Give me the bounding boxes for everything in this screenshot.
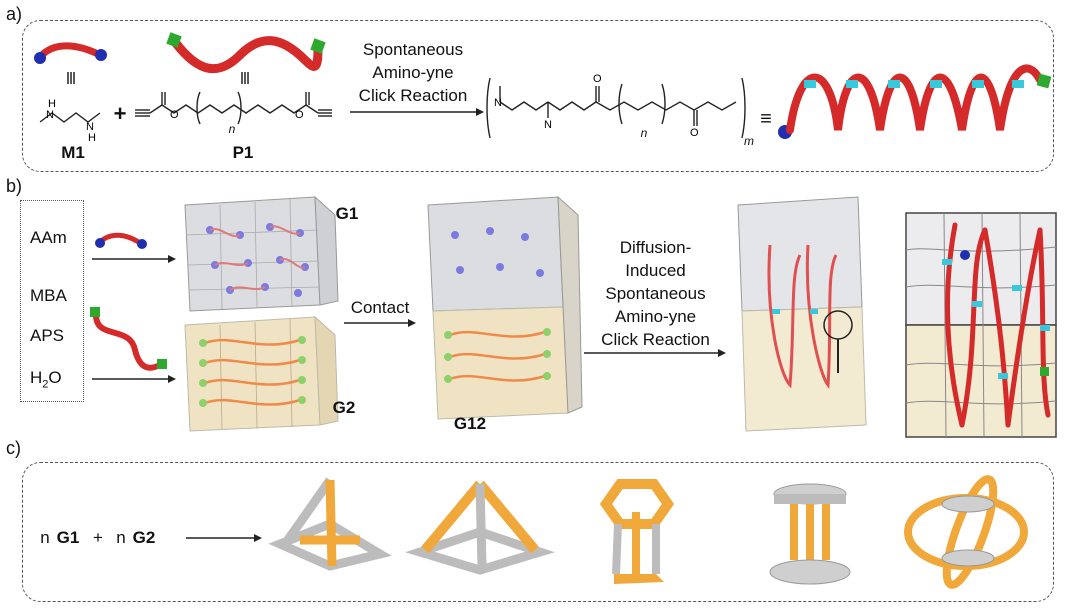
- svg-text:H: H: [48, 98, 56, 110]
- product-structure: [486, 77, 746, 139]
- svg-text:N: N: [494, 97, 502, 109]
- panel-a-frame: [22, 20, 1054, 172]
- m-subscript-product: m: [744, 134, 754, 148]
- m1-structure: [39, 112, 101, 123]
- reagent-aam: AAm: [30, 228, 67, 247]
- p1-small-icon: [90, 307, 167, 371]
- svg-text:N: N: [544, 119, 552, 131]
- p1-icon: [166, 32, 326, 74]
- m1-label: M1: [61, 143, 85, 162]
- svg-text:N: N: [86, 121, 94, 133]
- g1-label: G1: [335, 204, 359, 223]
- equation-g2: G2: [132, 528, 156, 547]
- reagent-mba: MBA: [30, 286, 67, 305]
- panel-c-frame: [22, 462, 1054, 602]
- diffusion-label-line1: Diffusion-: [619, 238, 692, 257]
- panel-label-a: a): [6, 4, 23, 24]
- m1-small-icon: [95, 232, 147, 249]
- svg-text:O: O: [690, 127, 699, 139]
- structure-4: [769, 483, 851, 585]
- g2-gel: [184, 315, 339, 432]
- structure-1: [268, 477, 392, 571]
- plus-sign-a: +: [113, 101, 127, 126]
- structure-2: [405, 480, 555, 575]
- reaction-label-line3: Click Reaction: [358, 86, 468, 105]
- panel-label-b: b): [6, 176, 23, 196]
- reagent-aps: APS: [30, 326, 65, 345]
- equivalence-symbol: ≡: [760, 108, 772, 130]
- svg-text:N: N: [46, 109, 54, 121]
- panel-label-c: c): [6, 438, 21, 458]
- section-c-drawing: [186, 475, 1028, 589]
- equation-coef-2: n: [116, 528, 126, 547]
- n-subscript-p1: n: [228, 122, 236, 136]
- reagents-box: [20, 200, 84, 402]
- joined-gel: [737, 196, 867, 432]
- n-subscript-product: n: [640, 126, 648, 140]
- svg-text:H: H: [88, 132, 96, 144]
- equation-plus: +: [93, 528, 103, 547]
- g12-label: G12: [453, 414, 487, 433]
- zoomed-interface: [905, 212, 1057, 438]
- diffusion-label-line2: Induced: [625, 261, 686, 280]
- reagent-h2o: H2O: [30, 368, 62, 391]
- p1-equiv-icon: [241, 72, 249, 84]
- structure-5: [904, 475, 1028, 589]
- diffusion-label-line5: Click Reaction: [601, 330, 710, 349]
- svg-text:O: O: [295, 109, 304, 121]
- g2-label: G2: [332, 398, 356, 417]
- g1-gel: [184, 195, 339, 312]
- g12-gel: [427, 195, 583, 420]
- equation-g1: G1: [56, 528, 80, 547]
- section-a-drawing: H N N H O O N N O O: [34, 32, 1052, 144]
- diffusion-label-line3: Spontaneous: [605, 284, 706, 303]
- reaction-label-line1: Spontaneous: [362, 40, 464, 59]
- m1-icon: [34, 42, 107, 64]
- svg-text:O: O: [170, 109, 179, 121]
- reaction-label-line2: Amino-yne: [372, 63, 454, 82]
- diffusion-label-line4: Amino-yne: [614, 307, 697, 326]
- equation-coef-1: n: [40, 528, 50, 547]
- m1-equiv-icon: [67, 72, 75, 84]
- p1-label: P1: [232, 143, 254, 162]
- contact-label: Contact: [350, 298, 410, 317]
- helix-polymer: [778, 64, 1052, 139]
- svg-text:O: O: [593, 73, 602, 85]
- p1-structure: [135, 91, 332, 125]
- structure-3: [599, 479, 675, 584]
- section-b-drawing: [90, 195, 1057, 438]
